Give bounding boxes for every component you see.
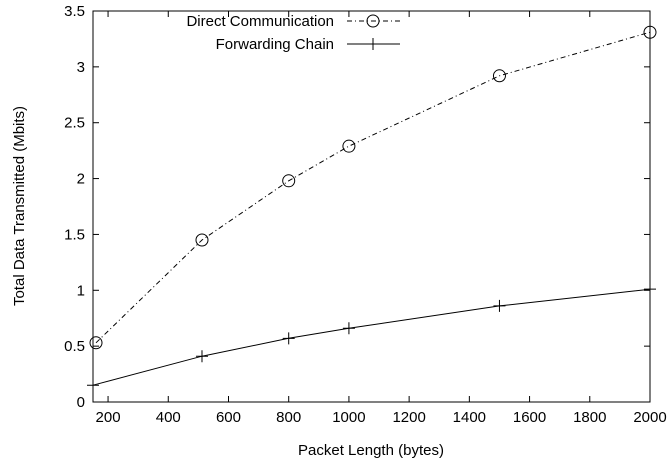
legend-label-forwarding-chain: Forwarding Chain — [216, 36, 334, 53]
y-tick-label: 1.5 — [64, 226, 85, 243]
x-tick-label: 1400 — [453, 409, 486, 426]
legend-marker-forwarding-chain — [367, 38, 379, 50]
series-line-direct-communication — [95, 31, 651, 344]
x-tick-label: 2000 — [633, 409, 666, 426]
data-point-forwarding-chain — [644, 283, 656, 296]
x-tick-label: 1600 — [513, 409, 546, 426]
legend-marker-direct-communication — [366, 14, 380, 28]
data-point-direct-communication — [89, 336, 103, 350]
y-tick-label: 2.5 — [64, 115, 85, 132]
series-line-forwarding-chain — [92, 288, 651, 386]
x-tick-label: 1000 — [332, 409, 365, 426]
y-tick-label: 1 — [77, 282, 85, 299]
data-point-direct-communication — [282, 174, 296, 188]
data-point-direct-communication — [643, 25, 657, 39]
data-point-forwarding-chain — [195, 350, 208, 363]
y-axis-title: Total Data Transmitted (Mbits) — [11, 106, 28, 306]
x-tick-label: 600 — [216, 409, 241, 426]
legend: Direct Communication Forwarding Chain — [186, 13, 400, 53]
y-tick-label: 0 — [77, 394, 85, 411]
y-tick-label: 0.5 — [64, 338, 85, 355]
legend-label-direct-communication: Direct Communication — [186, 13, 334, 30]
data-point-direct-communication — [492, 69, 506, 83]
x-tick-label: 200 — [96, 409, 121, 426]
x-axis-title: Packet Length (bytes) — [298, 442, 444, 459]
data-point-forwarding-chain — [282, 332, 295, 345]
plot-frame — [92, 10, 651, 403]
data-point-forwarding-chain — [342, 322, 355, 335]
data-point-forwarding-chain — [87, 379, 99, 392]
y-tick-label: 2 — [77, 171, 85, 188]
data-point-direct-communication — [195, 233, 209, 247]
y-tick-label: 3 — [77, 59, 85, 76]
x-tick-label: 800 — [276, 409, 301, 426]
y-tick-label: 3.5 — [64, 3, 85, 20]
axes: 200 400 600 800 1000 1200 1400 1600 1800 2000 0 0.5… — [64, 3, 667, 426]
x-tick-label: 1800 — [573, 409, 606, 426]
data-point-forwarding-chain — [493, 299, 506, 312]
data-point-direct-communication — [342, 139, 356, 153]
x-tick-label: 1200 — [392, 409, 425, 426]
x-tick-label: 400 — [156, 409, 181, 426]
series — [87, 25, 657, 392]
